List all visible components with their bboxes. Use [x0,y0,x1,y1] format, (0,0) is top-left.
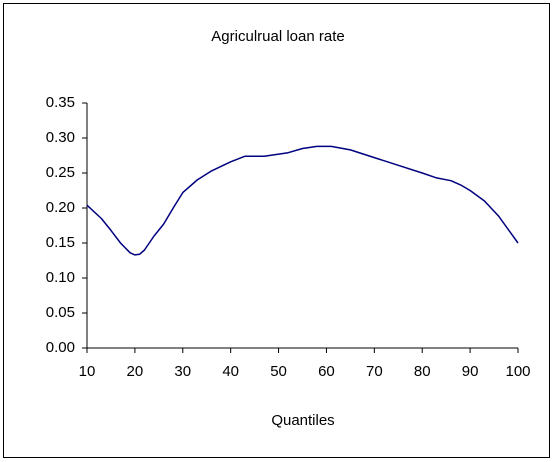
x-tick-label: 20 [127,363,144,380]
y-tick-label: 0.00 [46,339,75,356]
x-tick-label: 40 [222,363,239,380]
y-tick-label: 0.20 [46,199,75,216]
x-tick-label: 70 [366,363,383,380]
x-axis-label: Quantiles [271,412,334,429]
x-tick-label: 60 [318,363,335,380]
chart-border [3,3,550,458]
x-tick-label: 80 [414,363,431,380]
y-tick-label: 0.25 [46,164,75,181]
x-tick-label: 10 [79,363,96,380]
chart-title: Agriculrual loan rate [211,28,344,45]
y-tick-label: 0.05 [46,304,75,321]
y-tick-label: 0.30 [46,129,75,146]
x-tick-label: 100 [505,363,530,380]
y-tick-label: 0.15 [46,234,75,251]
line-series [86,145,519,256]
x-tick-label: 90 [462,363,479,380]
x-tick-label: 50 [270,363,287,380]
x-tick-label: 30 [174,363,191,380]
y-tick-label: 0.35 [46,94,75,111]
y-tick-label: 0.10 [46,269,75,286]
